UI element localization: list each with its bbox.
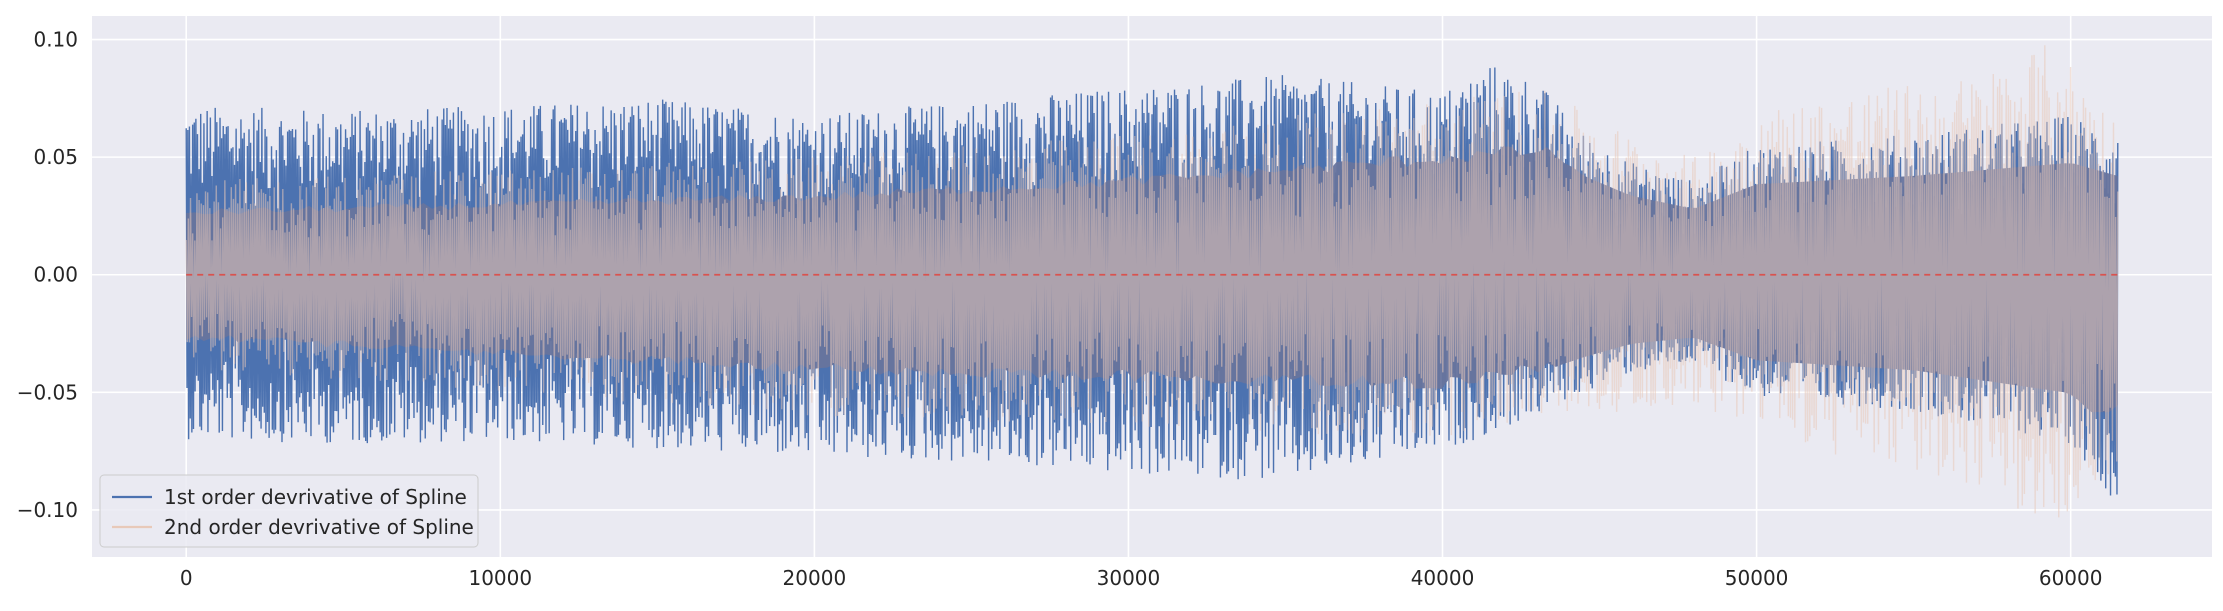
y-tick-label: −0.05 bbox=[17, 380, 78, 404]
series-line bbox=[185, 45, 2119, 518]
series-layer bbox=[185, 45, 2119, 518]
x-tick-label: 30000 bbox=[1097, 566, 1161, 590]
y-axis: 0.10 0.05 0.00 −0.05 −0.10 bbox=[17, 28, 78, 522]
y-tick-label: 0.00 bbox=[33, 263, 78, 287]
y-tick-label: −0.10 bbox=[17, 498, 78, 522]
x-tick-label: 20000 bbox=[783, 566, 847, 590]
x-tick-label: 0 bbox=[180, 566, 193, 590]
x-axis: 0 10000 20000 30000 40000 50000 60000 bbox=[180, 566, 2103, 590]
legend-box bbox=[99, 474, 479, 548]
x-tick-label: 60000 bbox=[2039, 566, 2103, 590]
legend: 1st order devrivative of Spline 2nd orde… bbox=[99, 474, 479, 548]
series-1 bbox=[185, 67, 2119, 496]
series-line bbox=[185, 67, 2119, 496]
legend-label-2nd-order: 2nd order devrivative of Spline bbox=[164, 515, 474, 539]
x-tick-label: 40000 bbox=[1411, 566, 1475, 590]
y-tick-label: 0.10 bbox=[33, 28, 78, 52]
series-2 bbox=[185, 45, 2119, 518]
legend-label-1st-order: 1st order devrivative of Spline bbox=[164, 485, 467, 509]
x-tick-label: 50000 bbox=[1725, 566, 1789, 590]
x-tick-label: 10000 bbox=[468, 566, 532, 590]
y-tick-label: 0.05 bbox=[33, 145, 78, 169]
